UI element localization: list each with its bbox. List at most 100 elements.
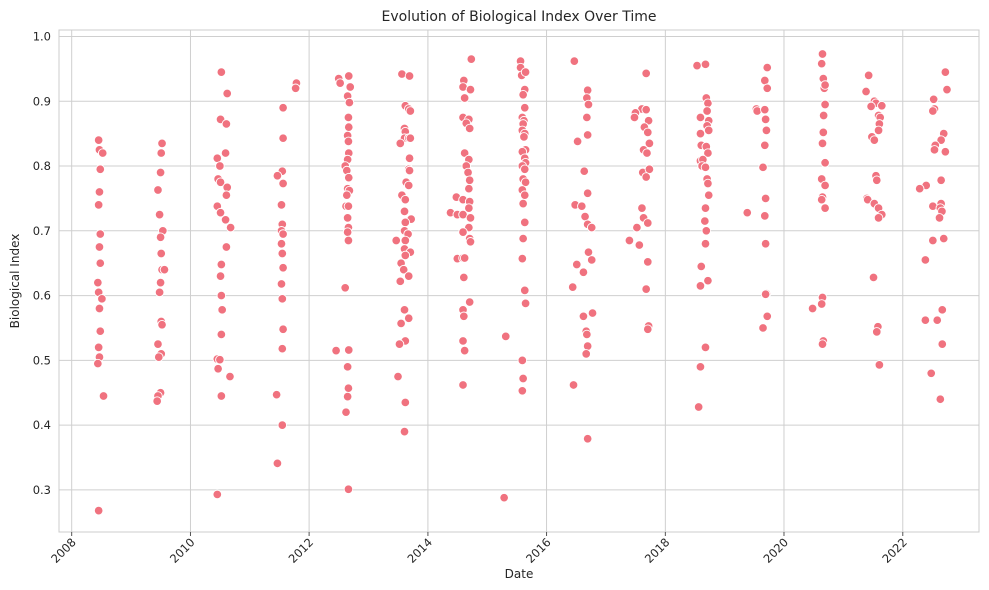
data-point [400, 194, 411, 205]
data-point [580, 211, 590, 222]
data-point [517, 386, 528, 396]
data-point [634, 240, 645, 250]
data-point [343, 136, 354, 147]
data-point [215, 354, 225, 365]
data-point [395, 276, 406, 287]
data-point [642, 148, 652, 158]
data-point [761, 125, 772, 136]
data-point [807, 303, 818, 314]
data-point [278, 178, 288, 189]
data-point [154, 209, 165, 220]
data-point [935, 394, 946, 404]
data-point [98, 391, 109, 401]
data-point [213, 364, 223, 374]
data-point [278, 262, 288, 273]
data-point [760, 114, 771, 125]
data-point [344, 172, 354, 183]
data-point [403, 313, 414, 323]
data-point [399, 305, 410, 315]
data-point [464, 183, 474, 194]
data-point [459, 345, 470, 356]
data-point [520, 177, 531, 187]
data-point [222, 182, 232, 193]
data-point [343, 383, 354, 393]
data-point [752, 106, 762, 116]
data-point [937, 305, 948, 315]
data-point [702, 106, 712, 116]
data-point [342, 190, 352, 200]
data-point [400, 217, 411, 228]
y-tick-label: 0.3 [33, 483, 51, 497]
data-point [335, 78, 345, 88]
data-point [221, 190, 232, 200]
data-point [216, 391, 227, 401]
data-point [153, 339, 163, 349]
data-point [760, 239, 771, 249]
data-point [873, 213, 884, 223]
data-point [155, 232, 166, 243]
data-point [400, 235, 411, 246]
data-point [290, 83, 301, 94]
data-point [93, 277, 103, 288]
data-point [942, 84, 952, 95]
data-point [643, 324, 653, 335]
data-point [703, 190, 714, 200]
data-point [501, 331, 511, 342]
data-point [459, 148, 470, 158]
data-point [93, 342, 104, 353]
data-point [272, 458, 283, 469]
x-tick-label: 2020 [760, 535, 791, 566]
data-point [398, 264, 409, 275]
data-point [94, 303, 105, 314]
data-point [518, 233, 528, 244]
data-point [459, 311, 469, 322]
data-point [920, 315, 931, 325]
data-point [215, 161, 225, 171]
data-point [403, 271, 414, 281]
data-point [221, 119, 232, 129]
data-point [216, 259, 227, 270]
data-point [518, 198, 528, 209]
data-point [758, 162, 768, 173]
data-point [937, 339, 948, 349]
x-tick-label: 2016 [523, 535, 554, 566]
data-point [458, 336, 468, 346]
data-point [404, 71, 415, 81]
data-point [94, 187, 105, 197]
data-point [928, 106, 938, 116]
data-point [816, 58, 827, 69]
data-point [225, 222, 236, 233]
y-axis-ticks: 0.3 0.4 0.5 0.6 0.7 0.8 0.9 1.0 [33, 29, 51, 496]
data-point [465, 237, 476, 247]
data-point [342, 213, 353, 223]
data-point [277, 420, 288, 430]
data-point [582, 433, 593, 444]
data-point [696, 261, 707, 272]
data-point [872, 327, 882, 337]
data-point [872, 175, 882, 186]
data-point [518, 90, 528, 100]
data-point [225, 371, 235, 382]
data-point [520, 67, 531, 77]
data-point [518, 373, 528, 384]
data-point [583, 99, 594, 110]
data-point [644, 138, 655, 149]
data-point [760, 140, 770, 151]
data-point [278, 324, 288, 335]
data-point [742, 207, 753, 218]
data-point [936, 175, 946, 186]
data-point [344, 71, 354, 81]
data-point [572, 136, 583, 147]
data-point [517, 253, 528, 264]
x-tick-label: 2010 [167, 535, 198, 566]
data-point [344, 345, 354, 355]
y-tick-label: 0.9 [33, 94, 51, 108]
data-point [877, 101, 887, 111]
data-point [95, 164, 106, 175]
data-point [154, 352, 164, 362]
data-point [278, 229, 288, 239]
data-point [520, 190, 530, 200]
data-points [93, 49, 952, 516]
data-point [464, 203, 474, 213]
data-point [217, 305, 227, 315]
